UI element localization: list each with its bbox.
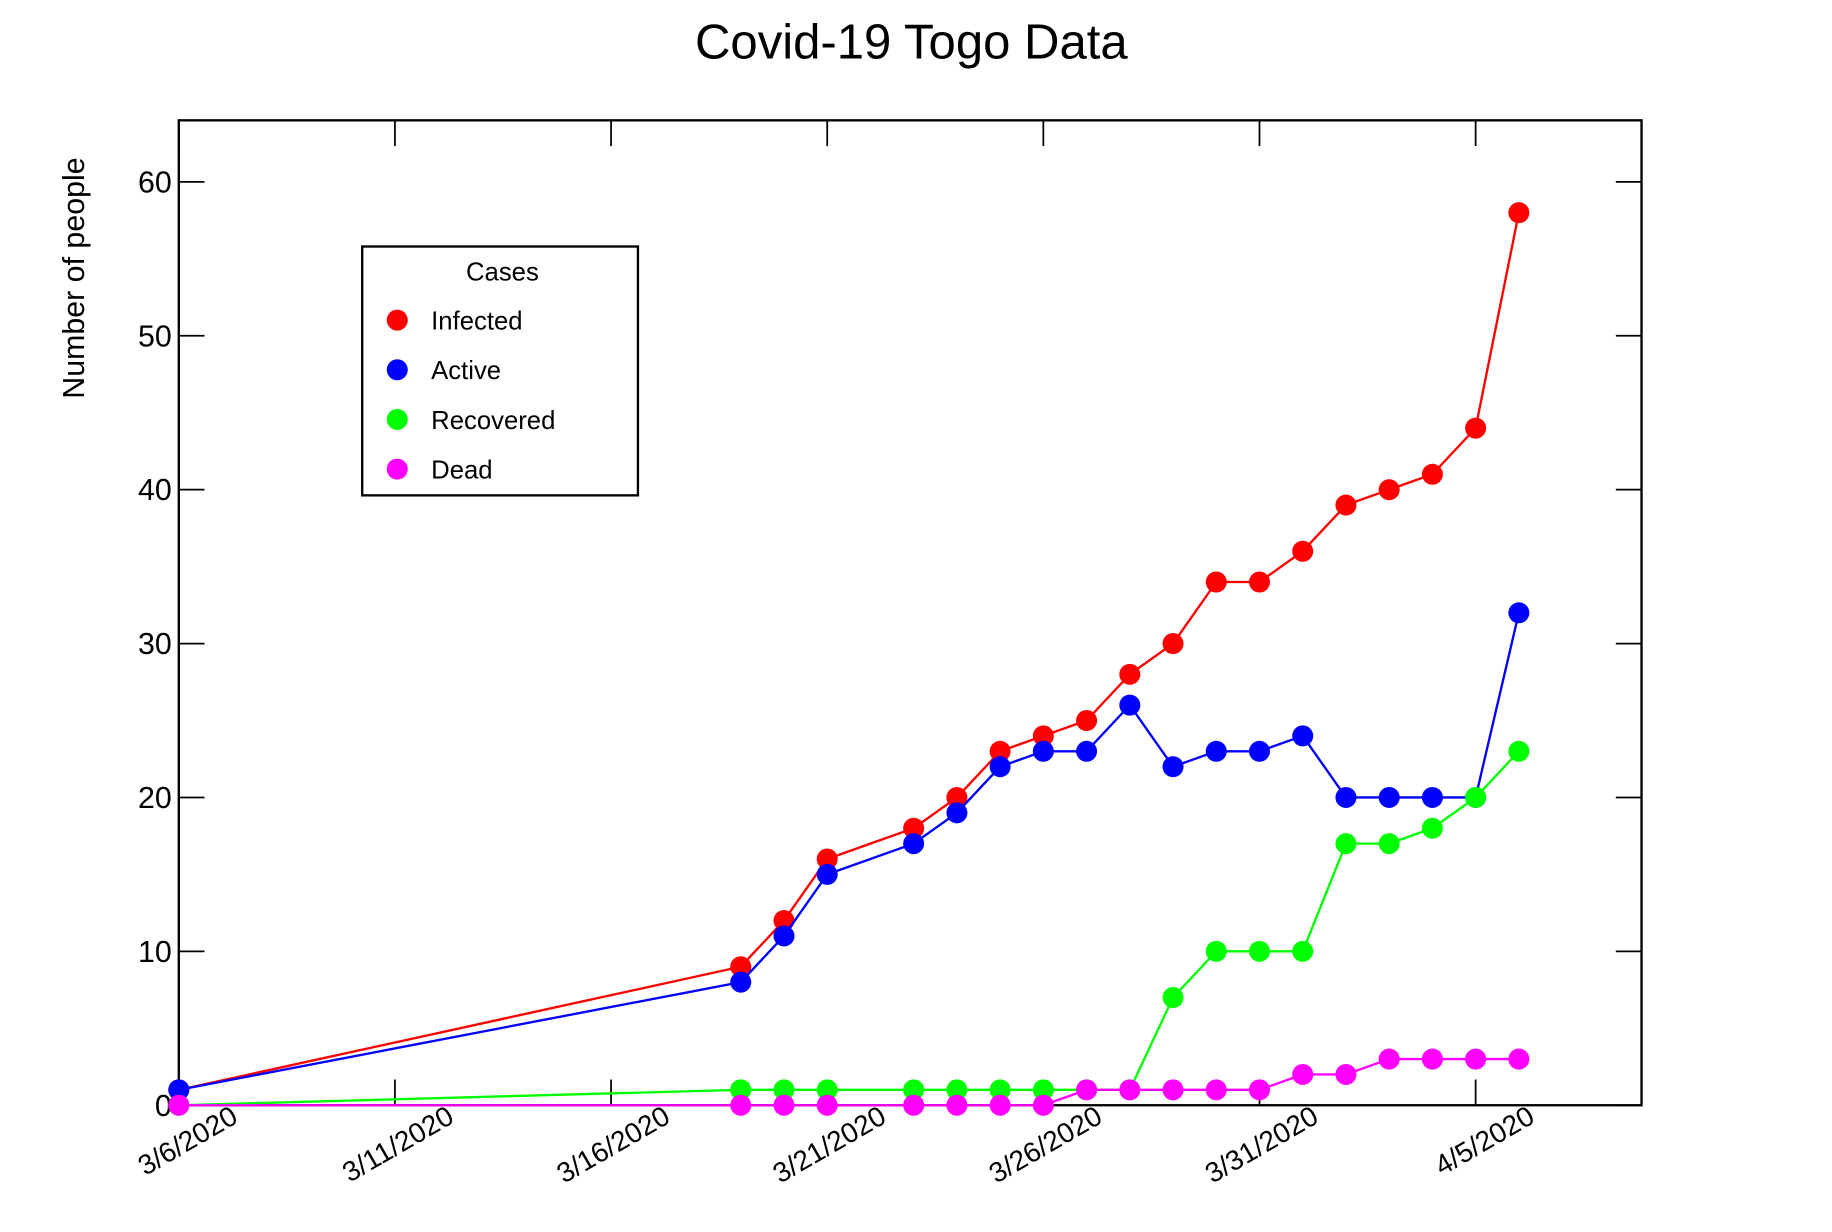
- y-tick-label: 60: [138, 166, 172, 199]
- data-point: [946, 802, 968, 824]
- y-tick-label: 30: [138, 628, 172, 661]
- data-point: [1248, 740, 1271, 762]
- data-point: [816, 1079, 838, 1101]
- data-point: [903, 1094, 925, 1116]
- data-point: [1032, 740, 1054, 762]
- y-tick-label: 10: [138, 936, 172, 969]
- data-point: [1119, 663, 1141, 685]
- data-point: [1076, 709, 1098, 732]
- legend-marker: [386, 408, 408, 430]
- data-point: [816, 848, 838, 870]
- legend-marker: [386, 309, 408, 331]
- legend-marker: [386, 458, 408, 480]
- data-point: [1378, 833, 1400, 855]
- data-point: [1335, 833, 1357, 855]
- legend-label: Recovered: [431, 407, 555, 435]
- data-point: [773, 1094, 795, 1116]
- x-tick-label: 3/16/2020: [551, 1100, 674, 1189]
- data-point: [989, 1094, 1011, 1116]
- data-point: [1508, 1048, 1530, 1070]
- legend-box: [361, 245, 640, 497]
- data-point: [1248, 571, 1271, 593]
- series-line: [178, 1057, 1519, 1107]
- y-tick-label: 50: [138, 320, 172, 353]
- data-point: [1248, 940, 1271, 962]
- data-point: [1508, 740, 1530, 762]
- data-point: [168, 1079, 190, 1101]
- data-point: [1465, 417, 1487, 439]
- data-point: [168, 1094, 190, 1116]
- data-point: [1292, 940, 1314, 962]
- data-point: [1421, 786, 1443, 808]
- data-point: [1378, 786, 1400, 808]
- data-point: [1119, 694, 1141, 716]
- data-point: [989, 1079, 1011, 1101]
- data-point: [1465, 1048, 1487, 1070]
- data-point: [1335, 786, 1357, 808]
- data-point: [1508, 602, 1530, 624]
- data-point: [1205, 571, 1227, 593]
- y-axis-label: Number of people: [58, 157, 91, 398]
- data-point: [816, 863, 838, 885]
- x-tick-label: 3/31/2020: [1200, 1100, 1323, 1189]
- data-point: [1378, 479, 1400, 501]
- legend-label: Active: [431, 357, 501, 385]
- data-point: [730, 1079, 752, 1101]
- data-point: [1292, 725, 1314, 747]
- y-tick-label: 0: [155, 1090, 172, 1123]
- data-point: [773, 925, 795, 947]
- legend-label: Infected: [431, 307, 522, 335]
- data-point: [1421, 463, 1443, 485]
- data-point: [946, 1094, 968, 1116]
- y-tick-label: 40: [138, 474, 172, 507]
- data-point: [989, 740, 1011, 762]
- data-point: [989, 756, 1011, 778]
- data-point: [1162, 756, 1184, 778]
- legend-label: Dead: [431, 456, 492, 484]
- x-tick-label: 3/11/2020: [337, 1100, 459, 1188]
- data-point: [1162, 986, 1184, 1009]
- data-point: [1335, 1063, 1357, 1085]
- data-point: [1465, 786, 1487, 808]
- data-point: [730, 971, 752, 993]
- legend-title: Cases: [466, 258, 539, 286]
- data-point: [903, 817, 925, 839]
- data-point: [1205, 940, 1227, 962]
- data-point: [1205, 740, 1227, 762]
- data-point: [903, 833, 925, 855]
- data-point: [1162, 1079, 1184, 1101]
- data-point: [1421, 817, 1443, 839]
- data-point: [903, 1079, 925, 1101]
- data-point: [730, 956, 752, 978]
- data-point: [1162, 633, 1184, 655]
- data-point: [730, 1094, 752, 1116]
- data-point: [1248, 1079, 1271, 1101]
- data-point: [1292, 1063, 1314, 1085]
- data-point: [1205, 1079, 1227, 1101]
- data-point: [1421, 1048, 1443, 1070]
- data-point: [1335, 494, 1357, 516]
- data-point: [773, 1079, 795, 1101]
- x-tick-label: 3/6/2020: [133, 1100, 243, 1181]
- data-point: [1378, 1048, 1400, 1070]
- data-point: [1076, 740, 1098, 762]
- legend-marker: [386, 359, 408, 381]
- x-tick-label: 4/5/2020: [1429, 1100, 1539, 1181]
- data-point: [773, 910, 795, 932]
- data-point: [946, 786, 968, 808]
- data-point: [1292, 540, 1314, 562]
- data-point: [1076, 1079, 1098, 1101]
- data-point: [816, 1094, 838, 1116]
- y-tick-label: 20: [138, 782, 172, 815]
- data-point: [1119, 1079, 1141, 1101]
- data-point: [946, 1079, 968, 1101]
- data-point: [1508, 202, 1530, 224]
- data-point: [1032, 1079, 1054, 1101]
- chart-title: Covid-19 Togo Data: [695, 15, 1128, 69]
- data-point: [1032, 1094, 1054, 1116]
- data-point: [1032, 725, 1054, 747]
